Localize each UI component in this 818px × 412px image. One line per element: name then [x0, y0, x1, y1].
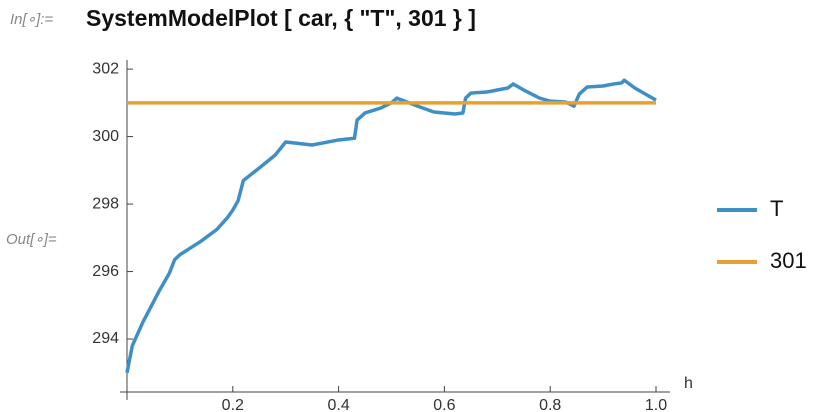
- x-tick-label: 0.4: [327, 397, 349, 412]
- legend-label: 301: [770, 248, 807, 273]
- x-axis-label: h: [684, 375, 693, 392]
- x-tick-label: 0.6: [433, 397, 455, 412]
- y-tick-label: 296: [92, 263, 119, 280]
- y-tick-label: 298: [92, 195, 119, 212]
- legend-label: T: [770, 196, 783, 221]
- y-tick-label: 302: [92, 60, 119, 77]
- series-line: [125, 78, 657, 374]
- x-tick-label: 0.2: [222, 397, 244, 412]
- x-tick-label: 1.0: [645, 397, 667, 412]
- input-code[interactable]: SystemModelPlot [ car, { "T", 301 } ]: [86, 5, 476, 31]
- y-tick-label: 300: [92, 128, 119, 145]
- input-label: In[∘]:=: [10, 11, 53, 28]
- x-tick-label: 0.8: [539, 397, 561, 412]
- output-label: Out[∘]=: [6, 231, 57, 248]
- y-tick-label: 294: [92, 330, 119, 347]
